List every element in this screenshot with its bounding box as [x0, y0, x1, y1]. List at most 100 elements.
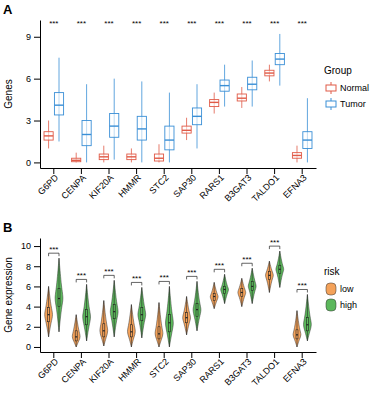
- box: [192, 108, 201, 125]
- median: [158, 333, 160, 334]
- panel-label: B: [3, 220, 12, 235]
- median: [192, 116, 201, 117]
- x-tick-label: TALDO1: [250, 173, 281, 204]
- significance-label: ***: [77, 271, 86, 280]
- x-tick-label: B3GAT3: [222, 173, 253, 204]
- median: [48, 314, 50, 315]
- box: [86, 310, 88, 325]
- x-tick-label: HMMR: [116, 172, 143, 199]
- violin: [72, 315, 80, 347]
- x-tick: KIF20A: [87, 352, 115, 385]
- whisker: [186, 297, 187, 335]
- violin: [276, 251, 284, 287]
- y-tick: 9: [26, 32, 40, 42]
- violin: [193, 281, 201, 330]
- violin: [127, 305, 135, 347]
- y-tick: 4: [26, 302, 40, 312]
- panel: 0246810G6PDCENPAKIF20AHMMRSTC2SAP30RARS1…: [3, 220, 357, 388]
- x-tick: CENPA: [59, 352, 88, 385]
- median: [127, 156, 136, 157]
- x-tick-label: CENPA: [59, 357, 88, 386]
- legend: risklowhigh: [324, 266, 357, 311]
- y-tick-mark: [34, 37, 40, 38]
- significance-label: ***: [77, 19, 86, 28]
- box: [303, 132, 312, 149]
- significance-label: ***: [104, 19, 113, 28]
- box: [72, 158, 81, 161]
- box: [137, 116, 146, 140]
- median: [292, 155, 301, 156]
- median: [279, 269, 281, 270]
- x-tick: EFNA3: [281, 352, 309, 384]
- box: [110, 114, 119, 138]
- y-axis: 0369: [26, 21, 41, 169]
- violin: [238, 278, 246, 306]
- violin: [248, 268, 256, 303]
- box: [186, 313, 188, 323]
- whisker: [158, 303, 159, 347]
- box: [275, 54, 284, 65]
- median: [165, 139, 174, 140]
- x-tick: STC2: [147, 352, 170, 380]
- box: [292, 153, 301, 159]
- series: [55, 251, 311, 347]
- x-tick-label: B3GAT3: [222, 357, 253, 388]
- whisker: [307, 294, 308, 340]
- significance-label: ***: [298, 281, 307, 290]
- median: [137, 128, 146, 129]
- significance-label: ***: [242, 19, 251, 28]
- y-axis-line: [40, 21, 41, 169]
- median: [251, 286, 253, 287]
- box: [237, 94, 246, 101]
- x-tick-label: KIF20A: [87, 357, 115, 385]
- box: [168, 315, 170, 332]
- significance-label: ***: [215, 19, 224, 28]
- series: [44, 65, 302, 163]
- y-tick-mark: [34, 347, 40, 348]
- y-tick: 6: [26, 74, 40, 84]
- violin: [83, 284, 91, 340]
- y-tick: 0: [26, 158, 40, 168]
- legend-label: Normal: [340, 83, 369, 93]
- y-tick-mark: [34, 266, 40, 267]
- box: [265, 70, 274, 76]
- median: [54, 104, 63, 105]
- median: [213, 296, 215, 297]
- box: [75, 331, 77, 341]
- whisker: [224, 274, 225, 303]
- median: [72, 160, 81, 161]
- median: [86, 316, 88, 317]
- y-tick: 8: [26, 262, 40, 272]
- series: [45, 261, 301, 347]
- x-tick-label: HMMR: [116, 356, 143, 383]
- y-tick-mark: [34, 246, 40, 247]
- whisker: [48, 286, 49, 336]
- significance-label: ***: [242, 255, 251, 264]
- x-tick: RARS1: [198, 168, 226, 201]
- box: [82, 121, 91, 146]
- y-tick-label: 10: [21, 241, 31, 251]
- violin: [265, 261, 273, 292]
- median: [265, 72, 274, 73]
- x-tick-label: KIF20A: [87, 173, 115, 201]
- y-tick-mark: [34, 79, 40, 80]
- box: [296, 330, 298, 339]
- significance-label: ***: [187, 19, 196, 28]
- x-tick: B3GAT3: [222, 352, 253, 388]
- y-axis: 0246810: [21, 239, 41, 353]
- y-tick: 0: [26, 342, 40, 352]
- violin: [304, 294, 312, 340]
- box: [127, 154, 136, 160]
- box: [251, 281, 253, 290]
- median: [296, 334, 298, 335]
- median: [113, 311, 115, 312]
- legend-label: low: [340, 284, 354, 294]
- box: [268, 271, 270, 279]
- significance-label: ***: [215, 261, 224, 270]
- y-tick-label: 0: [26, 342, 31, 352]
- legend-label: Tumor: [340, 99, 366, 109]
- whisker: [86, 284, 87, 340]
- y-tick-label: 6: [26, 74, 31, 84]
- x-tick: STC2: [147, 168, 170, 196]
- box: [306, 318, 308, 331]
